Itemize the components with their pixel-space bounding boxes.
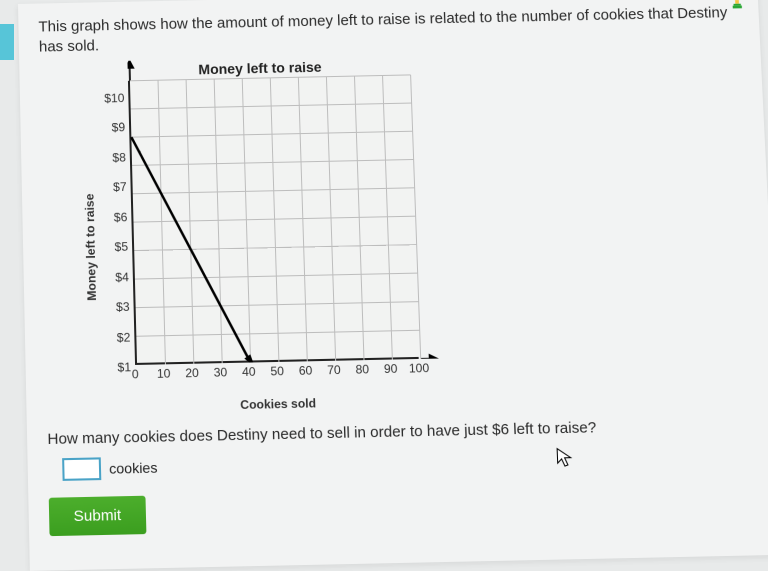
answer-unit-label: cookies xyxy=(109,459,158,477)
y-tick: $5 xyxy=(102,240,129,255)
y-tick: $9 xyxy=(99,120,125,135)
y-tick: $4 xyxy=(102,270,129,285)
y-axis-label: Money left to raise xyxy=(82,193,99,300)
answer-input[interactable] xyxy=(62,457,101,481)
submit-button[interactable]: Submit xyxy=(49,495,146,535)
trophy-icon xyxy=(726,0,749,18)
y-tick: $6 xyxy=(101,210,128,225)
y-tick: $3 xyxy=(103,300,130,315)
answer-row: cookies xyxy=(62,443,760,481)
question-text: How many cookies does Destiny need to se… xyxy=(47,415,758,448)
y-tick: $2 xyxy=(104,330,131,345)
y-axis-ticks: $10 $9 $8 $7 $6 $5 $4 $3 $2 $1 xyxy=(98,90,131,375)
x-tick: 50 xyxy=(270,363,284,378)
x-tick: 100 xyxy=(409,360,430,375)
x-tick: 70 xyxy=(327,362,341,377)
x-tick: 10 xyxy=(157,366,171,381)
x-tick: 30 xyxy=(213,365,227,380)
x-axis-label: Cookies sold xyxy=(136,393,421,413)
y-tick: $8 xyxy=(100,150,126,165)
x-tick: 0 xyxy=(132,366,139,381)
x-tick: 20 xyxy=(185,365,199,380)
x-tick: 60 xyxy=(299,363,313,378)
y-tick: $1 xyxy=(105,360,132,375)
y-tick: $7 xyxy=(100,180,127,195)
intro-text: This graph shows how the amount of money… xyxy=(38,3,740,58)
x-tick: 40 xyxy=(242,364,256,379)
y-tick: $10 xyxy=(98,90,124,105)
chart: Money left to raise Money left to raise … xyxy=(79,56,452,415)
accent-bar xyxy=(0,24,14,60)
x-tick: 80 xyxy=(355,362,369,377)
x-tick: 90 xyxy=(384,361,398,376)
worksheet-page: This graph shows how the amount of money… xyxy=(18,0,768,571)
chart-plot-area xyxy=(128,74,419,364)
